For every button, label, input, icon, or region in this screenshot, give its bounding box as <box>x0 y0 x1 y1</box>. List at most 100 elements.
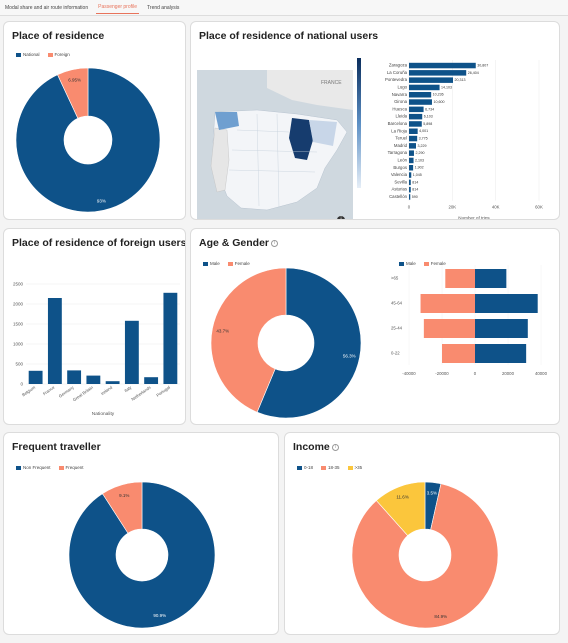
legend-female[interactable]: Female <box>227 261 250 266</box>
slice-label: 90.9% <box>153 613 166 618</box>
legend-income-mid[interactable]: 18-35 <box>321 465 340 470</box>
bar-value-label: 14,103 <box>441 85 452 89</box>
foreign-card: Place of residence of foreign users 0 500… <box>3 228 186 425</box>
age-gender-legend: Male Female <box>203 261 250 266</box>
bar[interactable] <box>409 99 432 105</box>
slice-frequent[interactable] <box>102 481 143 534</box>
bar[interactable] <box>409 62 476 69</box>
slice-male[interactable] <box>256 267 362 419</box>
legend-frequent[interactable]: Frequent <box>58 465 84 470</box>
bar-female[interactable] <box>445 269 475 288</box>
bar[interactable] <box>409 172 412 178</box>
map-galicia-region <box>215 112 239 130</box>
legend-swatch-foreign <box>47 52 53 57</box>
bar-female[interactable] <box>442 344 475 363</box>
map-svg: FRANCE <box>197 70 353 219</box>
bar[interactable] <box>86 375 101 384</box>
bar[interactable] <box>409 186 411 193</box>
legend-pyramid-female[interactable]: Female <box>423 261 446 266</box>
legend-income-low[interactable]: 0-18 <box>297 465 313 470</box>
y-category-label: León <box>397 158 407 163</box>
bar[interactable] <box>409 113 423 120</box>
y-category-label: Sevilla <box>394 179 407 184</box>
bar[interactable] <box>409 143 416 149</box>
bar[interactable] <box>409 179 411 186</box>
x-tick-label: -20000 <box>435 371 449 376</box>
bar-value-label: 3,229 <box>417 144 426 148</box>
legend-male[interactable]: Male <box>203 261 220 266</box>
bar[interactable] <box>409 128 418 135</box>
legend-non-frequent[interactable]: Non Frequent <box>16 465 51 470</box>
bar-male[interactable] <box>475 294 538 313</box>
legend-pyramid-male[interactable]: Male <box>399 261 416 266</box>
spain-map[interactable]: FRANCE i <box>197 70 353 219</box>
slice-non-frequent[interactable] <box>68 481 216 629</box>
bar-male[interactable] <box>475 344 527 363</box>
bar-male[interactable] <box>475 319 528 338</box>
bar[interactable] <box>144 377 159 384</box>
bar[interactable] <box>105 381 120 384</box>
map-aragon-region <box>289 118 313 160</box>
bar-female[interactable] <box>420 294 475 313</box>
bar[interactable] <box>409 165 414 171</box>
tab-passenger-profile[interactable]: Passenger profile <box>96 1 140 14</box>
bar[interactable] <box>409 157 414 164</box>
bar-male[interactable] <box>475 269 507 288</box>
map-portugal-land <box>210 127 230 193</box>
y-tick-label: 0 <box>20 382 23 387</box>
income-donut: 3.5% 84.9% 11.6% <box>351 481 499 629</box>
bar-value-label: 4,001 <box>419 129 428 133</box>
legend-national[interactable]: National <box>16 52 40 57</box>
y-category-label: Madrid <box>394 143 408 148</box>
bar[interactable] <box>409 150 414 156</box>
legend-label-frequent: Frequent <box>65 465 84 470</box>
bar[interactable] <box>409 135 418 142</box>
y-tick-label: 2000 <box>13 302 24 307</box>
y-tick-label: 1000 <box>13 342 24 347</box>
x-tick-label: 40K <box>492 205 500 210</box>
info-icon[interactable]: i <box>271 239 279 247</box>
age-gender-donut: 56.3% 43.7% <box>210 267 362 419</box>
bar[interactable] <box>409 194 411 200</box>
tab-trend-analysis[interactable]: Trend analysis <box>147 4 180 11</box>
legend-label-foreign: Foreign <box>54 52 70 57</box>
bar[interactable] <box>409 70 467 76</box>
y-category-label: 25-44 <box>391 326 403 331</box>
bar[interactable] <box>67 370 82 384</box>
tab-modal-share[interactable]: Modal share and air route information <box>5 4 89 11</box>
info-icon[interactable]: i <box>331 443 339 451</box>
bar[interactable] <box>28 370 43 384</box>
x-category-label: Great Britain <box>72 384 95 402</box>
bar-value-label: 1,902 <box>415 166 424 170</box>
bar[interactable] <box>124 320 139 384</box>
y-category-label: Girona <box>394 99 408 104</box>
frequent-donut: 90.9% 9.1% <box>68 481 216 629</box>
bar[interactable] <box>409 92 432 98</box>
legend-swatch-male <box>203 261 208 266</box>
slice-18-35[interactable] <box>351 483 499 629</box>
national-card: Place of residence of national users FRA… <box>190 21 560 220</box>
y-category-label: 0-22 <box>391 351 400 356</box>
slice-female[interactable] <box>210 267 287 413</box>
bar-value-label: 814 <box>412 180 418 184</box>
map-france-land <box>267 70 353 110</box>
slice--35[interactable] <box>375 481 426 537</box>
bar-value-label: 2,290 <box>415 151 424 155</box>
bar[interactable] <box>409 121 422 127</box>
legend-foreign[interactable]: Foreign <box>47 52 70 57</box>
legend-income-high[interactable]: >35 <box>347 465 362 470</box>
bar-female[interactable] <box>423 319 475 338</box>
bar[interactable] <box>47 298 62 384</box>
map-label-france: FRANCE <box>321 80 342 86</box>
slice-foreign[interactable] <box>57 67 89 119</box>
bar[interactable] <box>163 292 178 384</box>
slice-national[interactable] <box>15 67 161 213</box>
bar[interactable] <box>409 106 424 113</box>
bar[interactable] <box>409 77 454 83</box>
legend-label-male: Male <box>210 261 220 266</box>
bar[interactable] <box>409 84 440 91</box>
legend-label-national: National <box>23 52 40 57</box>
map-info-icon[interactable]: i <box>337 216 345 219</box>
legend-swatch-pyramid-female <box>423 261 429 266</box>
y-category-label: Lleida <box>396 114 408 119</box>
